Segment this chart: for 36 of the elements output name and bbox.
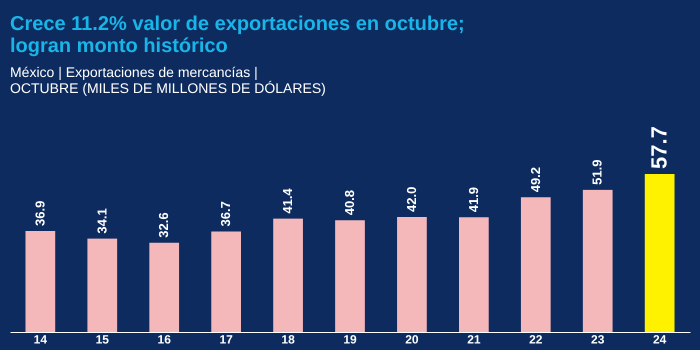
data-label: 34.1 xyxy=(94,208,110,234)
x-tick-label: 19 xyxy=(343,332,357,346)
data-label: 36.7 xyxy=(218,201,234,227)
bar xyxy=(397,216,427,332)
data-label: 40.8 xyxy=(342,190,357,216)
x-tick-label: 22 xyxy=(529,332,543,346)
text: OCTUBRE (MILES DE MILLONES DE DÓLARES) xyxy=(10,80,326,96)
bar xyxy=(644,174,675,332)
x-tick-label: 14 xyxy=(34,332,48,346)
x-tick-label: 15 xyxy=(96,332,110,346)
bar xyxy=(273,218,303,332)
x-tick-label: 16 xyxy=(158,332,172,346)
data-label: 57.7 xyxy=(646,126,672,169)
data-label: 41.4 xyxy=(280,188,296,214)
bar xyxy=(211,232,241,332)
data-label: 32.6 xyxy=(156,212,172,238)
x-tick-label: 23 xyxy=(591,332,605,346)
x-tick-label: 24 xyxy=(652,332,667,346)
bar xyxy=(149,242,180,332)
bar xyxy=(25,230,56,332)
x-tick-label: 20 xyxy=(405,332,419,346)
data-label: 41.9 xyxy=(466,186,481,212)
bar xyxy=(582,190,613,332)
data-label: 36.9 xyxy=(32,200,48,226)
x-tick-label: 17 xyxy=(219,332,234,346)
data-label: 49.2 xyxy=(528,166,543,192)
x-tick-label: 18 xyxy=(281,332,296,346)
chart-title: Crece 11.2% valor de exportaciones en octubre; logran monto histórico xyxy=(10,13,465,58)
bar xyxy=(459,217,489,332)
bar xyxy=(335,220,365,332)
bar xyxy=(87,238,118,332)
data-label: 51.9 xyxy=(590,160,605,185)
x-tick-label: 21 xyxy=(467,332,481,346)
bar xyxy=(520,197,551,332)
data-label: 42.0 xyxy=(404,186,419,212)
chart-subtitle: México | Exportaciones de mercancías | xyxy=(10,64,258,80)
